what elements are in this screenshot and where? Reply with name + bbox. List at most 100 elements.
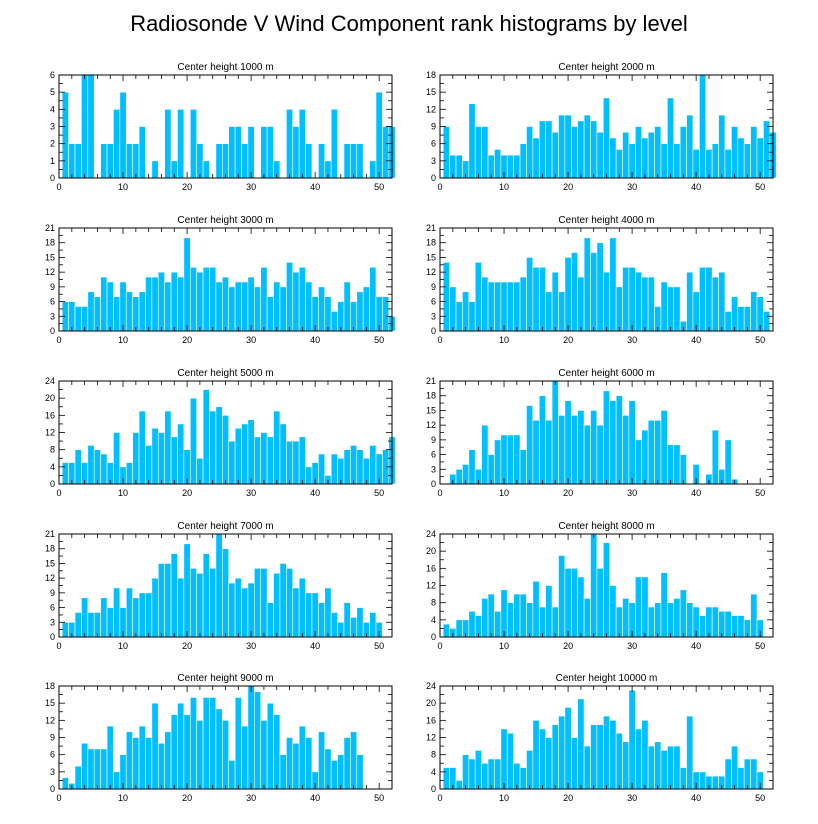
histogram-bar	[177, 423, 185, 485]
histogram-bar	[570, 737, 578, 790]
histogram-bar	[228, 286, 236, 332]
histogram-bar	[641, 576, 649, 638]
histogram-bar	[61, 777, 69, 790]
x-tick-label: 50	[755, 335, 765, 345]
histogram-panel-5: Center height 5000 m 0 10 20 30 40 50 0 4 8 12 16 20…	[45, 368, 396, 498]
histogram-bar	[350, 301, 358, 332]
histogram-bar	[113, 432, 121, 485]
histogram-bar	[234, 427, 242, 485]
y-tick-label: 3	[50, 122, 55, 132]
histogram-bar	[202, 266, 210, 332]
histogram-bar	[298, 725, 306, 790]
x-tick-label: 10	[118, 335, 128, 345]
histogram-bar	[570, 568, 578, 638]
y-tick-label: 6	[50, 603, 55, 613]
histogram-bar	[183, 714, 191, 790]
histogram-bar	[113, 771, 121, 790]
histogram-bar	[279, 286, 287, 332]
histogram-bar	[718, 271, 726, 332]
histogram-bar	[343, 143, 351, 179]
histogram-bar	[615, 606, 623, 638]
histogram-bar	[170, 436, 178, 485]
histogram-bar	[183, 543, 191, 638]
histogram-bar	[596, 242, 604, 332]
histogram-bar	[647, 276, 655, 332]
histogram-bar	[343, 737, 351, 790]
histogram-bar	[570, 415, 578, 485]
histogram-bar	[506, 732, 514, 790]
x-tick-label: 0	[56, 335, 61, 345]
histogram-bar	[196, 271, 204, 332]
histogram-bar	[87, 445, 95, 485]
y-tick-label: 2	[50, 139, 55, 149]
histogram-bar	[196, 143, 204, 179]
histogram-bar	[660, 572, 668, 638]
histogram-bar	[647, 131, 655, 179]
histogram-bar	[596, 724, 604, 790]
histogram-bar	[487, 758, 495, 790]
x-tick-label: 0	[437, 335, 442, 345]
histogram-bar	[215, 281, 223, 332]
y-tick-label: 6	[50, 70, 55, 80]
histogram-bar	[215, 143, 223, 179]
histogram-bar	[711, 276, 719, 332]
histogram-bar	[622, 598, 630, 638]
histogram-bar	[260, 432, 268, 485]
histogram-bar	[494, 610, 502, 638]
y-tick-label: 0	[50, 479, 55, 489]
histogram-bar	[93, 449, 101, 485]
histogram-bar	[209, 410, 217, 485]
histogram-bar	[74, 765, 82, 790]
histogram-bar	[609, 585, 617, 638]
histogram-bar	[500, 281, 508, 332]
histogram-bar	[125, 143, 133, 179]
x-tick-label: 50	[374, 641, 384, 651]
x-tick-label: 40	[691, 793, 701, 803]
histogram-bar	[273, 410, 281, 485]
y-tick-label: 15	[426, 87, 436, 97]
y-tick-label: 21	[426, 376, 436, 386]
histogram-bar	[138, 725, 146, 790]
histogram-bar	[635, 271, 643, 332]
histogram-bar	[247, 685, 255, 790]
histogram-bar	[298, 109, 306, 179]
x-tick-label: 10	[499, 335, 509, 345]
y-tick-label: 15	[45, 698, 55, 708]
y-tick-label: 4	[50, 462, 55, 472]
histogram-bar	[519, 276, 527, 332]
y-tick-label: 20	[426, 698, 436, 708]
histogram-bar	[506, 602, 514, 638]
histogram-bar	[481, 598, 489, 638]
histogram-bar	[247, 126, 255, 179]
y-tick-label: 12	[45, 715, 55, 725]
x-tick-label: 20	[563, 335, 573, 345]
histogram-bar	[756, 137, 764, 179]
y-tick-label: 24	[426, 681, 436, 691]
histogram-bar	[500, 434, 508, 485]
histogram-bar	[596, 131, 604, 179]
x-tick-label: 30	[246, 335, 256, 345]
histogram-bar	[442, 767, 450, 790]
histogram-bar	[487, 454, 495, 485]
histogram-bar	[711, 143, 719, 179]
histogram-bar	[113, 587, 121, 638]
histogram-bar	[222, 415, 230, 485]
histogram-bar	[286, 262, 294, 332]
histogram-bar	[551, 606, 559, 638]
histogram-bar	[170, 553, 178, 638]
y-tick-label: 0	[50, 632, 55, 642]
x-tick-label: 0	[56, 641, 61, 651]
histogram-bar	[487, 281, 495, 332]
histogram-bar	[324, 296, 332, 332]
x-tick-label: 40	[310, 793, 320, 803]
histogram-bar	[177, 276, 185, 332]
histogram-bar	[494, 281, 502, 332]
histogram-bar	[635, 439, 643, 485]
histogram-bar	[750, 126, 758, 179]
histogram-bar	[602, 390, 610, 485]
histogram-bar	[356, 449, 364, 485]
histogram-bar	[343, 281, 351, 332]
histogram-bar	[273, 714, 281, 790]
histogram-bar	[577, 698, 585, 790]
histogram-bar	[474, 262, 482, 332]
